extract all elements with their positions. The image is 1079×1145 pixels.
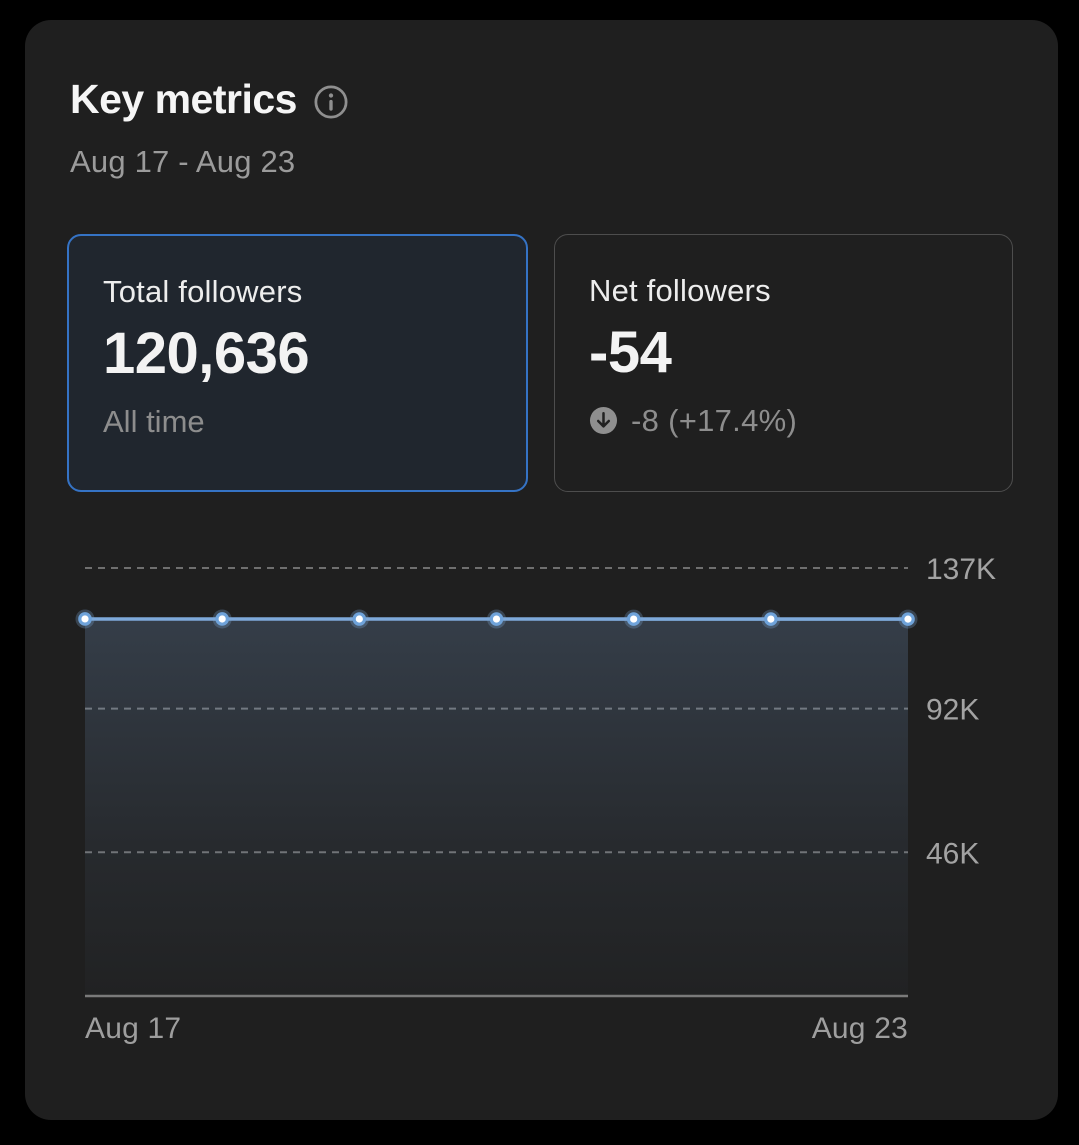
panel-header: Key metrics: [70, 76, 349, 123]
total-followers-label: Total followers: [103, 274, 303, 309]
info-icon[interactable]: [313, 84, 349, 120]
chart-y-tick-labels: 137K 92K 46K: [926, 553, 996, 870]
net-followers-delta-row: -8 (+17.4%): [589, 403, 978, 439]
data-point-dot[interactable]: [215, 612, 229, 626]
net-followers-card[interactable]: Net followers -54 -8 (+17.4%): [554, 234, 1013, 492]
net-followers-label: Net followers: [589, 273, 771, 308]
net-followers-delta: -8 (+17.4%): [631, 402, 798, 438]
data-point-dot[interactable]: [626, 612, 641, 626]
date-range: Aug 17 - Aug 23: [70, 144, 296, 179]
page-title: Key metrics: [70, 76, 297, 122]
data-point-dot[interactable]: [764, 612, 778, 626]
y-tick-label: 46K: [926, 837, 979, 870]
data-point-dot[interactable]: [352, 612, 367, 626]
arrow-down-circle-icon: [589, 407, 618, 435]
followers-area-chart[interactable]: 137K 92K 46K: [75, 550, 1058, 1010]
total-followers-value: 120,636: [103, 321, 310, 386]
data-point-dot[interactable]: [901, 612, 915, 626]
total-followers-card[interactable]: Total followers 120,636 All time: [67, 234, 528, 492]
chart-dots: [75, 609, 918, 629]
x-axis-labels: Aug 17 Aug 23: [85, 1012, 908, 1046]
data-point-dot[interactable]: [489, 612, 504, 626]
data-point-dot[interactable]: [78, 612, 92, 626]
net-followers-value: -54: [589, 320, 672, 385]
total-followers-caption: All time: [103, 403, 205, 439]
chart-area: [85, 619, 908, 996]
y-tick-label: 92K: [926, 694, 979, 727]
key-metrics-panel: Key metrics Aug 17 - Aug 23 Total follow…: [25, 20, 1058, 1120]
x-axis-label-start: Aug 17: [85, 1012, 182, 1045]
metric-cards: Total followers 120,636 All time Net fol…: [67, 234, 1013, 492]
x-axis-label-end: Aug 23: [811, 1012, 908, 1045]
y-tick-label: 137K: [926, 553, 996, 586]
